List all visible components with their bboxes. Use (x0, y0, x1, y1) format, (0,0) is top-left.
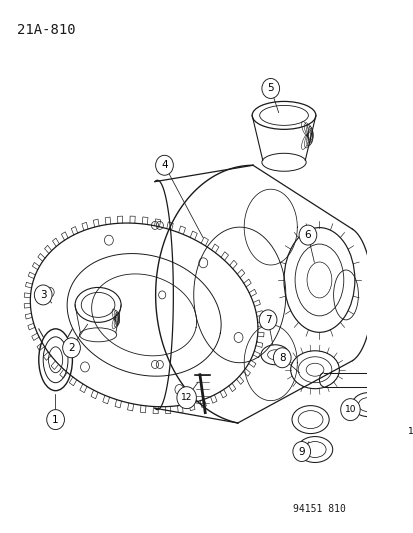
Circle shape (273, 348, 290, 368)
Text: 11: 11 (406, 427, 413, 436)
Text: 21A-810: 21A-810 (17, 22, 75, 37)
Text: 5: 5 (267, 84, 273, 93)
Text: 2: 2 (68, 343, 75, 353)
Circle shape (340, 399, 359, 421)
Circle shape (403, 421, 413, 442)
Circle shape (259, 310, 276, 330)
Text: 6: 6 (304, 230, 311, 240)
Text: 7: 7 (264, 315, 271, 325)
Circle shape (47, 410, 64, 430)
Circle shape (292, 441, 310, 462)
Text: 9: 9 (298, 447, 304, 457)
Text: 8: 8 (278, 353, 285, 363)
Circle shape (34, 285, 52, 305)
Circle shape (298, 225, 316, 245)
Text: 1: 1 (52, 415, 59, 425)
Circle shape (176, 386, 196, 409)
Circle shape (62, 338, 80, 358)
Text: 3: 3 (40, 290, 46, 300)
Text: 94151 810: 94151 810 (292, 504, 345, 514)
Text: 4: 4 (161, 160, 167, 170)
Text: 10: 10 (344, 405, 355, 414)
Circle shape (261, 78, 279, 99)
Text: 12: 12 (180, 393, 192, 402)
Circle shape (155, 155, 173, 175)
